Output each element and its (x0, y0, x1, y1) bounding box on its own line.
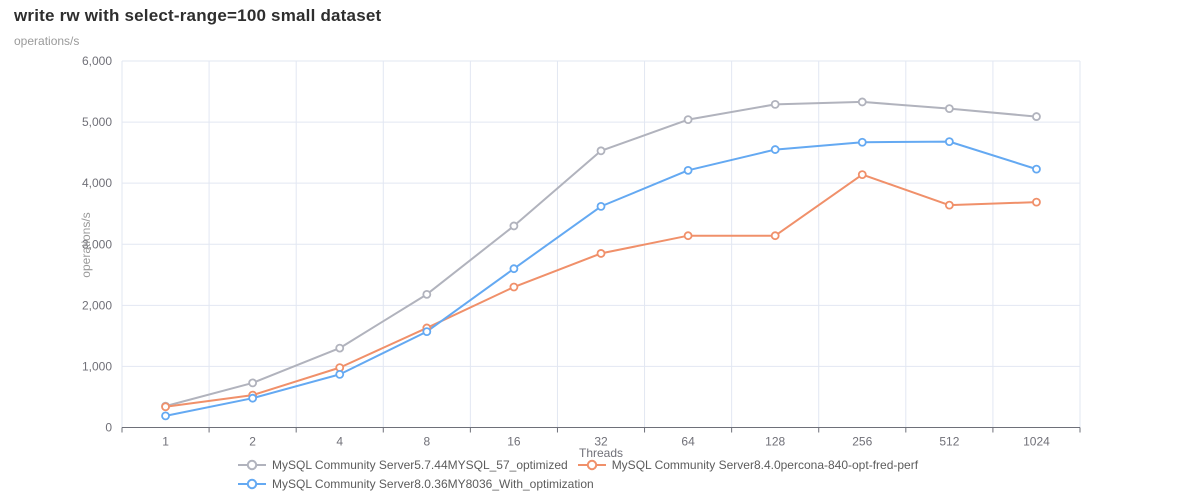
x-tick-label: 1 (162, 435, 169, 449)
legend-item-0[interactable]: MySQL Community Server5.7.44MYSQL_57_opt… (238, 458, 568, 472)
x-tick-label: 32 (594, 435, 608, 449)
y-tick-label: 5,000 (82, 115, 112, 129)
data-point-0-6[interactable] (683, 115, 693, 125)
data-point-1-10[interactable] (1032, 197, 1041, 207)
x-tick-label: 128 (765, 435, 785, 449)
x-tick-label: 4 (336, 435, 343, 449)
data-point-2-10[interactable] (1032, 164, 1041, 174)
data-point-2-8[interactable] (857, 137, 867, 147)
y-tick-label: 3,000 (82, 237, 112, 251)
data-point-0-1[interactable] (248, 378, 258, 388)
y-tick-label: 2,000 (82, 298, 112, 312)
data-point-0-2[interactable] (335, 343, 345, 353)
data-point-1-9[interactable] (944, 200, 954, 210)
x-tick-label: 256 (852, 435, 872, 449)
data-point-2-6[interactable] (683, 165, 693, 175)
x-axis-name: Threads (578, 446, 624, 460)
y-tick-label: 4,000 (82, 176, 112, 190)
data-point-1-7[interactable] (770, 231, 780, 241)
data-point-0-8[interactable] (857, 97, 867, 107)
y-tick-label: 1,000 (82, 359, 112, 373)
data-point-0-3[interactable] (422, 289, 432, 299)
x-tick-label: 64 (681, 435, 695, 449)
data-point-1-8[interactable] (857, 170, 867, 180)
y-tick-label: 0 (105, 421, 112, 435)
legend-row: MySQL Community Server5.7.44MYSQL_57_opt… (238, 458, 918, 472)
data-point-2-4[interactable] (509, 264, 519, 274)
legend-label: MySQL Community Server8.4.0percona-840-o… (611, 458, 919, 472)
chart-title: write rw with select-range=100 small dat… (14, 6, 382, 25)
data-point-2-3[interactable] (422, 327, 432, 336)
legend-line-circle-icon (238, 478, 266, 490)
legend-line-circle-icon (238, 459, 266, 471)
legend-label: MySQL Community Server5.7.44MYSQL_57_opt… (272, 458, 568, 472)
data-point-1-0[interactable] (161, 402, 170, 412)
x-tick-label: 2 (249, 435, 256, 449)
data-point-1-4[interactable] (509, 282, 519, 292)
data-point-0-9[interactable] (944, 104, 954, 114)
data-point-1-6[interactable] (683, 231, 693, 241)
x-tick-label: 8 (423, 435, 430, 449)
x-tick-label: 512 (939, 435, 959, 449)
data-point-0-5[interactable] (596, 146, 606, 156)
data-point-2-2[interactable] (335, 369, 345, 379)
data-point-2-1[interactable] (248, 393, 258, 403)
data-point-0-10[interactable] (1032, 112, 1041, 121)
legend-label: MySQL Community Server8.0.36MY8036_With_… (272, 477, 594, 491)
data-point-0-7[interactable] (770, 99, 780, 109)
data-point-1-5[interactable] (596, 249, 606, 258)
x-tick-label: 16 (507, 435, 521, 449)
x-tick-label: 1024 (1023, 435, 1050, 449)
y-tick-label: 6,000 (82, 54, 112, 68)
legend-row: MySQL Community Server8.0.36MY8036_With_… (238, 477, 918, 491)
chart-legend: MySQL Community Server5.7.44MYSQL_57_opt… (238, 458, 918, 491)
chart-plot-svg: 0 1,000 2,000 3,000 4,000 5,000 6,000 1 2 4 8 16 32 6… (82, 54, 1081, 449)
data-point-2-0[interactable] (161, 411, 170, 421)
data-point-2-9[interactable] (944, 137, 954, 147)
y-axis-unit-label: operations/s (14, 34, 80, 48)
data-point-2-7[interactable] (770, 145, 780, 154)
data-point-0-4[interactable] (509, 221, 519, 231)
data-point-2-5[interactable] (596, 201, 606, 211)
legend-item-2[interactable]: MySQL Community Server8.0.36MY8036_With_… (238, 477, 594, 491)
legend-line-circle-icon (577, 459, 606, 471)
legend-item-1[interactable]: MySQL Community Server8.4.0percona-840-o… (577, 458, 919, 472)
